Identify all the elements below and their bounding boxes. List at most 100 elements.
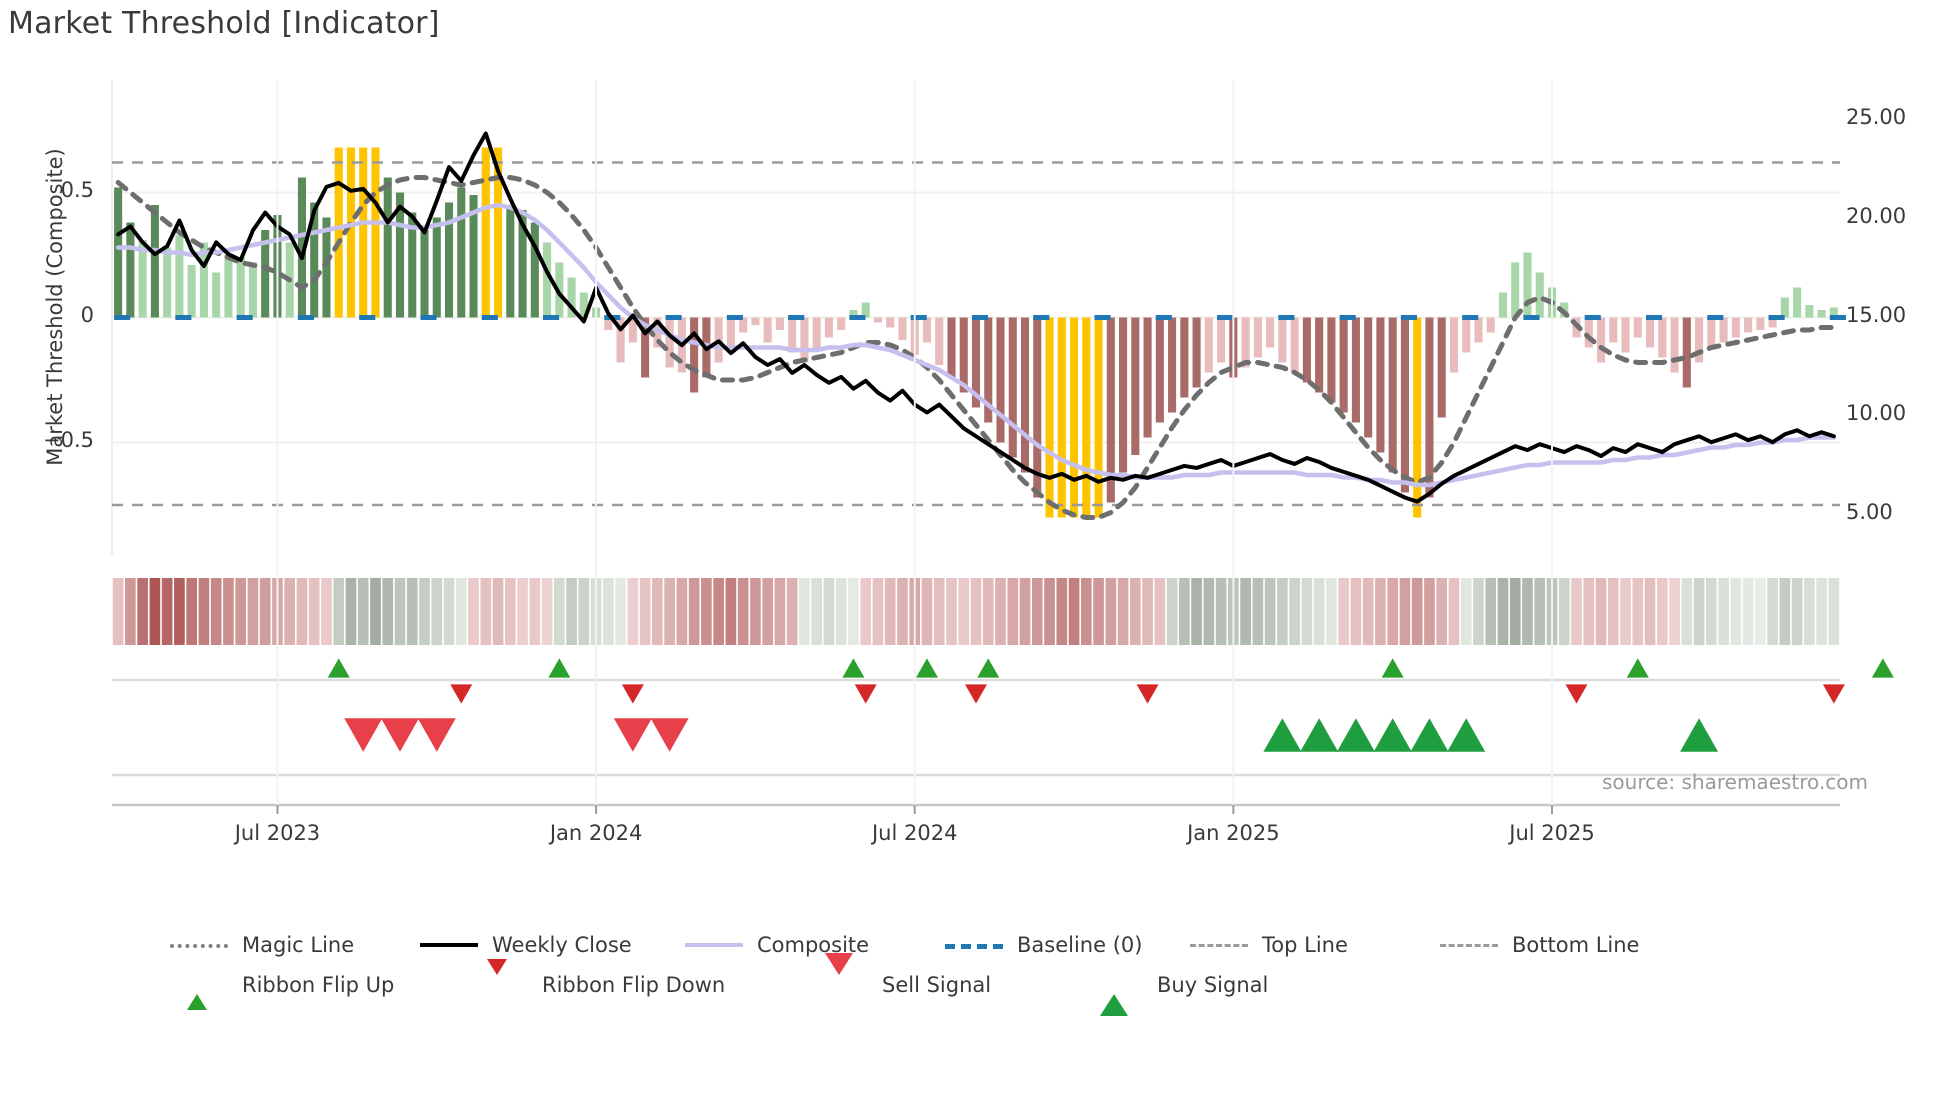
histogram-bar bbox=[518, 210, 527, 318]
ribbon-band bbox=[1056, 578, 1068, 645]
histogram-bar bbox=[1462, 317, 1471, 353]
histogram-bar bbox=[812, 317, 821, 350]
histogram-bar bbox=[1155, 317, 1164, 423]
histogram-bar bbox=[739, 317, 748, 333]
legend-item[interactable]: Sell Signal bbox=[810, 953, 1085, 997]
ribbon-flip-down-marker bbox=[965, 684, 987, 704]
histogram-bar bbox=[1780, 297, 1789, 318]
ribbon-band bbox=[1656, 578, 1668, 645]
ribbon-band bbox=[1154, 578, 1166, 645]
histogram-bar bbox=[163, 247, 172, 318]
ribbon-band bbox=[1448, 578, 1460, 645]
histogram-bar bbox=[1351, 317, 1360, 423]
legend-item[interactable]: Magic Line bbox=[170, 933, 420, 957]
histogram-bar bbox=[788, 317, 797, 353]
ribbon-band bbox=[1191, 578, 1202, 645]
legend-label: Buy Signal bbox=[1157, 973, 1269, 997]
histogram-bar bbox=[1707, 317, 1716, 348]
histogram-bar bbox=[849, 310, 858, 318]
histogram-bar bbox=[138, 240, 147, 318]
histogram-bar bbox=[1388, 317, 1397, 473]
histogram-bar bbox=[1609, 317, 1618, 343]
histogram-bar bbox=[395, 192, 405, 318]
legend-item[interactable]: Buy Signal bbox=[1085, 973, 1345, 1016]
histogram-bar bbox=[175, 235, 184, 318]
histogram-bar bbox=[334, 147, 343, 318]
ribbon-band bbox=[1681, 578, 1693, 645]
histogram-bar bbox=[984, 317, 993, 423]
histogram-bar bbox=[469, 195, 478, 318]
sell-signal-marker bbox=[613, 718, 652, 752]
ribbon-band bbox=[468, 578, 479, 645]
ribbon-band bbox=[811, 578, 823, 645]
histogram-bar bbox=[873, 317, 883, 323]
legend-item[interactable]: Baseline (0) bbox=[945, 933, 1190, 957]
legend-row-signals: Ribbon Flip Up Ribbon Flip Down Sell Signa… bbox=[0, 953, 1960, 1016]
legend-item[interactable]: Ribbon Flip Up bbox=[170, 973, 470, 1010]
ribbon-band bbox=[1277, 578, 1288, 645]
ribbon-band bbox=[235, 578, 247, 645]
legend-item[interactable]: Bottom Line bbox=[1440, 933, 1690, 957]
histogram-bar bbox=[408, 212, 417, 318]
ribbon-band bbox=[1534, 578, 1546, 645]
ribbon-band bbox=[713, 578, 724, 645]
histogram-bar bbox=[1302, 317, 1311, 383]
x-tick-label: Jan 2024 bbox=[549, 821, 643, 845]
histogram-bar bbox=[114, 187, 123, 318]
histogram-bar bbox=[1045, 317, 1054, 518]
composite-line-series bbox=[115, 202, 1837, 488]
ribbon-band bbox=[786, 578, 798, 645]
x-tick-label: Jul 2025 bbox=[1509, 821, 1595, 845]
legend-item[interactable]: Composite bbox=[685, 933, 945, 957]
histogram-bar bbox=[1339, 317, 1348, 413]
histogram-bar bbox=[1474, 317, 1483, 343]
histogram-bar bbox=[1241, 317, 1250, 368]
ribbon-band bbox=[149, 578, 161, 645]
legend-item[interactable]: Weekly Close bbox=[420, 933, 685, 957]
legend-key-dotted-gray-line bbox=[170, 935, 228, 955]
ribbon-band bbox=[1497, 578, 1509, 645]
histogram-bar bbox=[775, 317, 784, 330]
buy-signal-marker bbox=[1680, 718, 1719, 752]
ribbon-band bbox=[1705, 578, 1717, 645]
ribbon-band bbox=[308, 578, 320, 645]
ribbon-band bbox=[406, 578, 418, 645]
ribbon-flip-down-marker bbox=[621, 684, 644, 704]
ribbon-band bbox=[762, 578, 773, 645]
ribbon-band bbox=[676, 578, 688, 645]
ribbon-band bbox=[1093, 578, 1104, 645]
ribbon-band bbox=[247, 578, 259, 645]
histogram-bar bbox=[420, 230, 429, 318]
legend-item[interactable]: Top Line bbox=[1190, 933, 1440, 957]
legend-label: Sell Signal bbox=[882, 973, 992, 997]
ribbon-band bbox=[1350, 578, 1362, 645]
ribbon-band bbox=[504, 578, 516, 645]
ribbon-band bbox=[688, 578, 700, 645]
histogram-bar bbox=[1217, 317, 1226, 363]
ribbon-band bbox=[1718, 578, 1729, 645]
histogram-bar bbox=[1731, 317, 1740, 338]
ribbon-band bbox=[1019, 578, 1031, 645]
histogram-bar bbox=[653, 317, 662, 348]
ribbon-band bbox=[872, 578, 884, 645]
histogram-bar bbox=[616, 317, 625, 363]
legend-item[interactable]: Ribbon Flip Down bbox=[470, 959, 810, 997]
ribbon-band bbox=[627, 578, 639, 645]
histogram-bar bbox=[248, 262, 257, 318]
ribbon-band bbox=[823, 578, 835, 645]
histogram-bar bbox=[1425, 317, 1434, 498]
legend-key-green-triangle-up-large bbox=[1085, 975, 1143, 1016]
histogram-bar bbox=[665, 317, 674, 368]
ribbon-band bbox=[1779, 578, 1791, 645]
ribbon-flip-down-marker bbox=[854, 684, 877, 704]
histogram-bar bbox=[359, 147, 368, 318]
ribbon-flip-down-marker bbox=[1136, 684, 1159, 704]
histogram-bar bbox=[604, 317, 613, 330]
ribbon-band bbox=[1179, 578, 1190, 645]
ribbon-band bbox=[1485, 578, 1497, 645]
ribbon-flip-down-marker bbox=[1822, 684, 1845, 704]
ribbon-band bbox=[333, 578, 345, 645]
histogram-bar bbox=[1094, 317, 1103, 518]
